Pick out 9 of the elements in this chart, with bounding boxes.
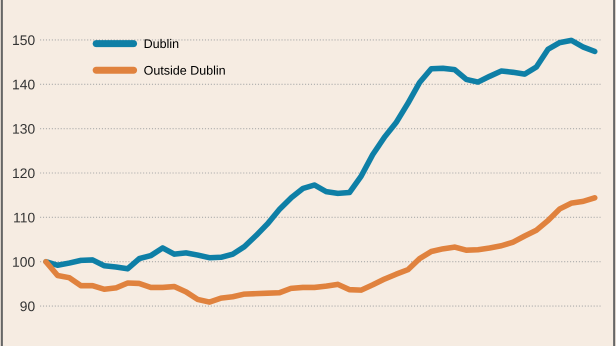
y-tick-label: 90 [20,301,35,312]
y-tick-label: 150 [13,35,35,46]
y-tick-label: 120 [13,168,35,178]
y-tick-label: 110 [14,212,35,223]
y-tick-label: 130 [13,124,35,134]
y-tick-label: 140 [13,80,35,90]
legend-label: Dublin [144,38,178,48]
y-tick-label: 100 [13,257,35,267]
legend-label: Outside Dublin [144,66,225,75]
